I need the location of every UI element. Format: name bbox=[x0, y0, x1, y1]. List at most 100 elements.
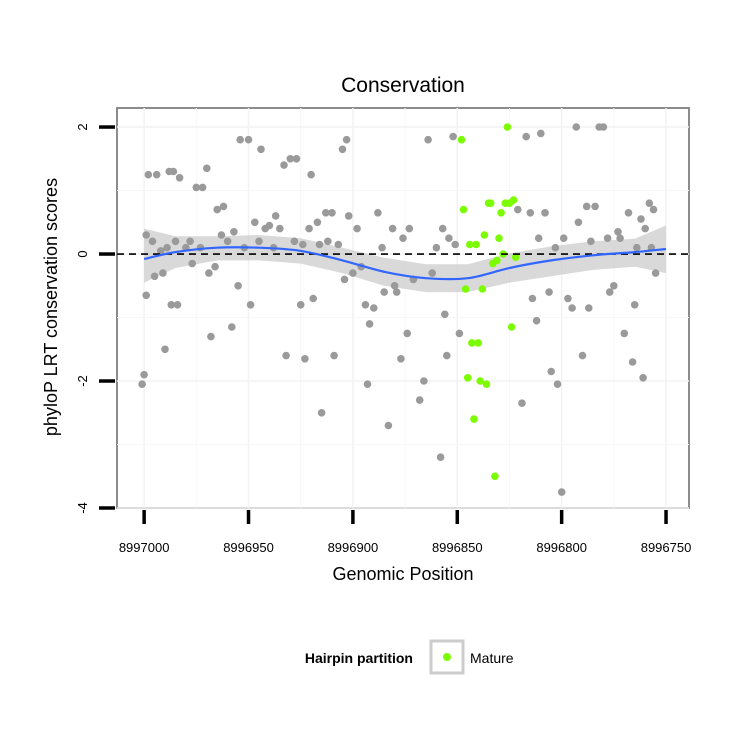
point-other bbox=[641, 224, 649, 233]
point-other bbox=[365, 320, 374, 328]
point-other bbox=[557, 488, 566, 496]
point-mature bbox=[466, 240, 474, 249]
point-other bbox=[198, 183, 207, 192]
chart-title: Conservation bbox=[341, 74, 465, 97]
smooth-line bbox=[143, 246, 667, 281]
confidence-band-layer bbox=[144, 225, 667, 293]
x-tick-label: 8996750 bbox=[641, 540, 692, 555]
point-other bbox=[403, 329, 412, 338]
plot-background bbox=[116, 107, 690, 509]
point-mature bbox=[503, 123, 512, 131]
x-tick-label: 8996800 bbox=[536, 540, 587, 555]
point-other bbox=[282, 351, 290, 360]
point-other bbox=[449, 132, 457, 141]
point-other bbox=[188, 259, 196, 268]
point-mature bbox=[476, 377, 485, 385]
point-other bbox=[630, 301, 639, 309]
point-other bbox=[290, 237, 299, 246]
point-other bbox=[443, 351, 451, 360]
point-other bbox=[614, 228, 622, 236]
point-other bbox=[587, 237, 595, 246]
point-other bbox=[528, 294, 537, 303]
point-mature bbox=[493, 256, 501, 265]
point-other bbox=[559, 234, 568, 242]
point-other bbox=[317, 409, 326, 417]
point-other bbox=[169, 167, 178, 176]
point-other bbox=[514, 205, 522, 214]
point-other bbox=[582, 202, 591, 211]
point-other bbox=[599, 123, 608, 131]
point-other bbox=[420, 377, 428, 385]
confidence-band bbox=[144, 225, 667, 293]
point-other bbox=[301, 355, 309, 363]
x-axis: 8997000 8996950 8996900 8996850 8996800 89967… bbox=[119, 510, 692, 555]
point-mature bbox=[457, 135, 466, 144]
x-axis-label: Genomic Position bbox=[332, 564, 473, 584]
point-mature bbox=[459, 205, 468, 214]
point-other bbox=[203, 164, 211, 173]
point-other bbox=[624, 209, 633, 217]
point-mature bbox=[497, 209, 505, 217]
point-other bbox=[455, 329, 464, 338]
point-mature bbox=[468, 339, 476, 347]
point-other bbox=[605, 288, 614, 296]
point-other bbox=[591, 202, 599, 211]
point-other bbox=[405, 224, 414, 233]
point-other bbox=[451, 240, 460, 249]
y-axis-label: phyloP LRT conservation scores bbox=[41, 178, 61, 436]
point-other bbox=[246, 301, 255, 309]
point-other bbox=[547, 367, 555, 376]
point-other bbox=[152, 170, 161, 179]
point-other bbox=[610, 282, 618, 290]
point-other bbox=[257, 145, 265, 154]
point-other bbox=[349, 269, 357, 277]
point-other bbox=[578, 351, 587, 360]
point-other bbox=[344, 212, 353, 220]
legend-key-mature bbox=[443, 653, 451, 661]
point-mature bbox=[509, 196, 518, 204]
point-other bbox=[392, 288, 401, 296]
point-other bbox=[228, 323, 236, 331]
point-other bbox=[361, 301, 370, 309]
point-other bbox=[338, 145, 347, 154]
point-other bbox=[628, 358, 637, 366]
point-other bbox=[309, 294, 318, 303]
x-tick-label: 8996850 bbox=[432, 540, 483, 555]
point-mature bbox=[470, 415, 478, 423]
point-other bbox=[616, 234, 624, 242]
point-other bbox=[428, 269, 437, 277]
point-other bbox=[286, 155, 295, 163]
point-other bbox=[292, 155, 301, 163]
point-other bbox=[142, 231, 150, 239]
point-other bbox=[532, 316, 541, 325]
point-other bbox=[175, 174, 184, 182]
point-other bbox=[138, 380, 146, 389]
point-other bbox=[651, 269, 660, 277]
point-other bbox=[280, 161, 288, 169]
point-other bbox=[161, 345, 169, 354]
point-other bbox=[353, 224, 361, 233]
point-mature bbox=[472, 240, 480, 249]
point-other bbox=[388, 224, 397, 233]
point-other bbox=[342, 135, 351, 144]
point-other bbox=[255, 237, 263, 246]
legend: Hairpin partition Mature bbox=[305, 639, 514, 675]
point-other bbox=[572, 123, 581, 131]
point-other bbox=[217, 231, 226, 239]
point-other bbox=[424, 135, 432, 144]
point-other bbox=[380, 288, 389, 296]
y-tick-label: 0 bbox=[75, 250, 90, 257]
point-mature bbox=[482, 380, 491, 389]
point-mature bbox=[507, 323, 516, 331]
point-other bbox=[236, 135, 244, 144]
point-other bbox=[313, 218, 322, 227]
point-other bbox=[173, 301, 182, 309]
point-other bbox=[328, 209, 336, 217]
legend-title: Hairpin partition bbox=[305, 650, 413, 666]
legend-label-mature: Mature bbox=[470, 650, 514, 666]
plot-panel bbox=[116, 107, 690, 509]
point-other bbox=[144, 170, 153, 179]
point-other bbox=[568, 304, 576, 312]
point-other bbox=[438, 224, 447, 233]
